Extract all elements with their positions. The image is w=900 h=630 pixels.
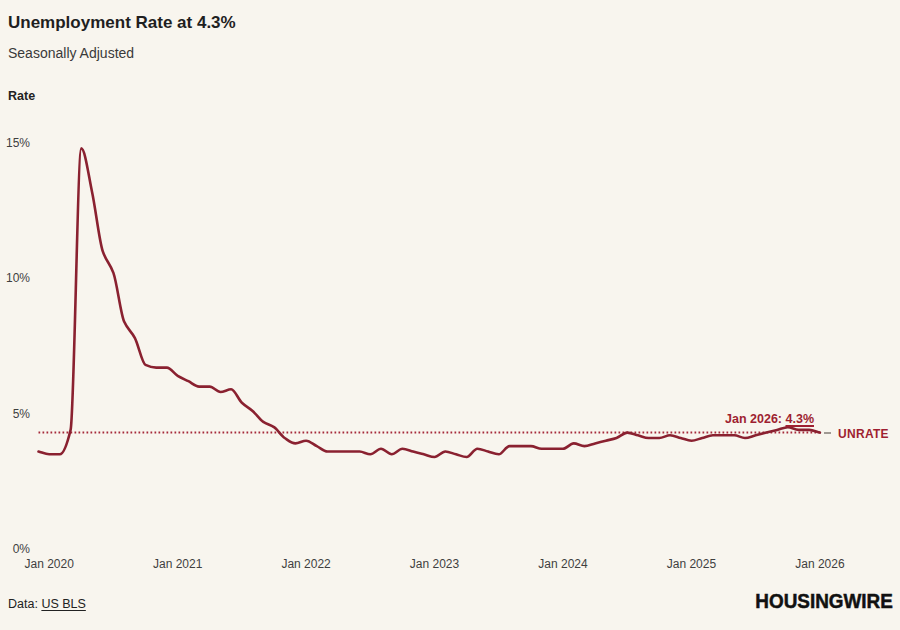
data-source: Data: US BLS (8, 597, 86, 611)
y-tick-label: 0% (13, 542, 31, 556)
x-tick-label: Jan 2025 (667, 557, 717, 571)
series-label-unrate: UNRATE (838, 427, 889, 441)
data-source-label: Data: (8, 597, 38, 611)
y-tick-label: 10% (6, 271, 30, 285)
x-tick-label: Jan 2023 (410, 557, 460, 571)
x-tick-label: Jan 2021 (153, 557, 203, 571)
unemployment-line-chart: 0% 5% 10% 15% Jan 2020 Jan 2021 Jan 2022 Jan 20… (0, 0, 900, 630)
x-tick-label: Jan 2020 (25, 557, 75, 571)
unrate-series-line (39, 148, 820, 457)
data-source-link[interactable]: US BLS (41, 597, 85, 611)
y-tick-label: 5% (13, 407, 31, 421)
latest-value-annotation: Jan 2026: 4.3% (725, 412, 814, 426)
x-tick-label: Jan 2024 (538, 557, 588, 571)
x-tick-label: Jan 2026 (795, 557, 845, 571)
series-dash-icon (824, 432, 831, 434)
annotation-value: 4.3% (786, 412, 815, 426)
y-tick-label: 15% (6, 136, 30, 150)
housingwire-logo: HOUSINGWIRE (755, 589, 893, 613)
annotation-date: Jan 2026: (725, 412, 785, 426)
x-tick-label: Jan 2022 (281, 557, 331, 571)
